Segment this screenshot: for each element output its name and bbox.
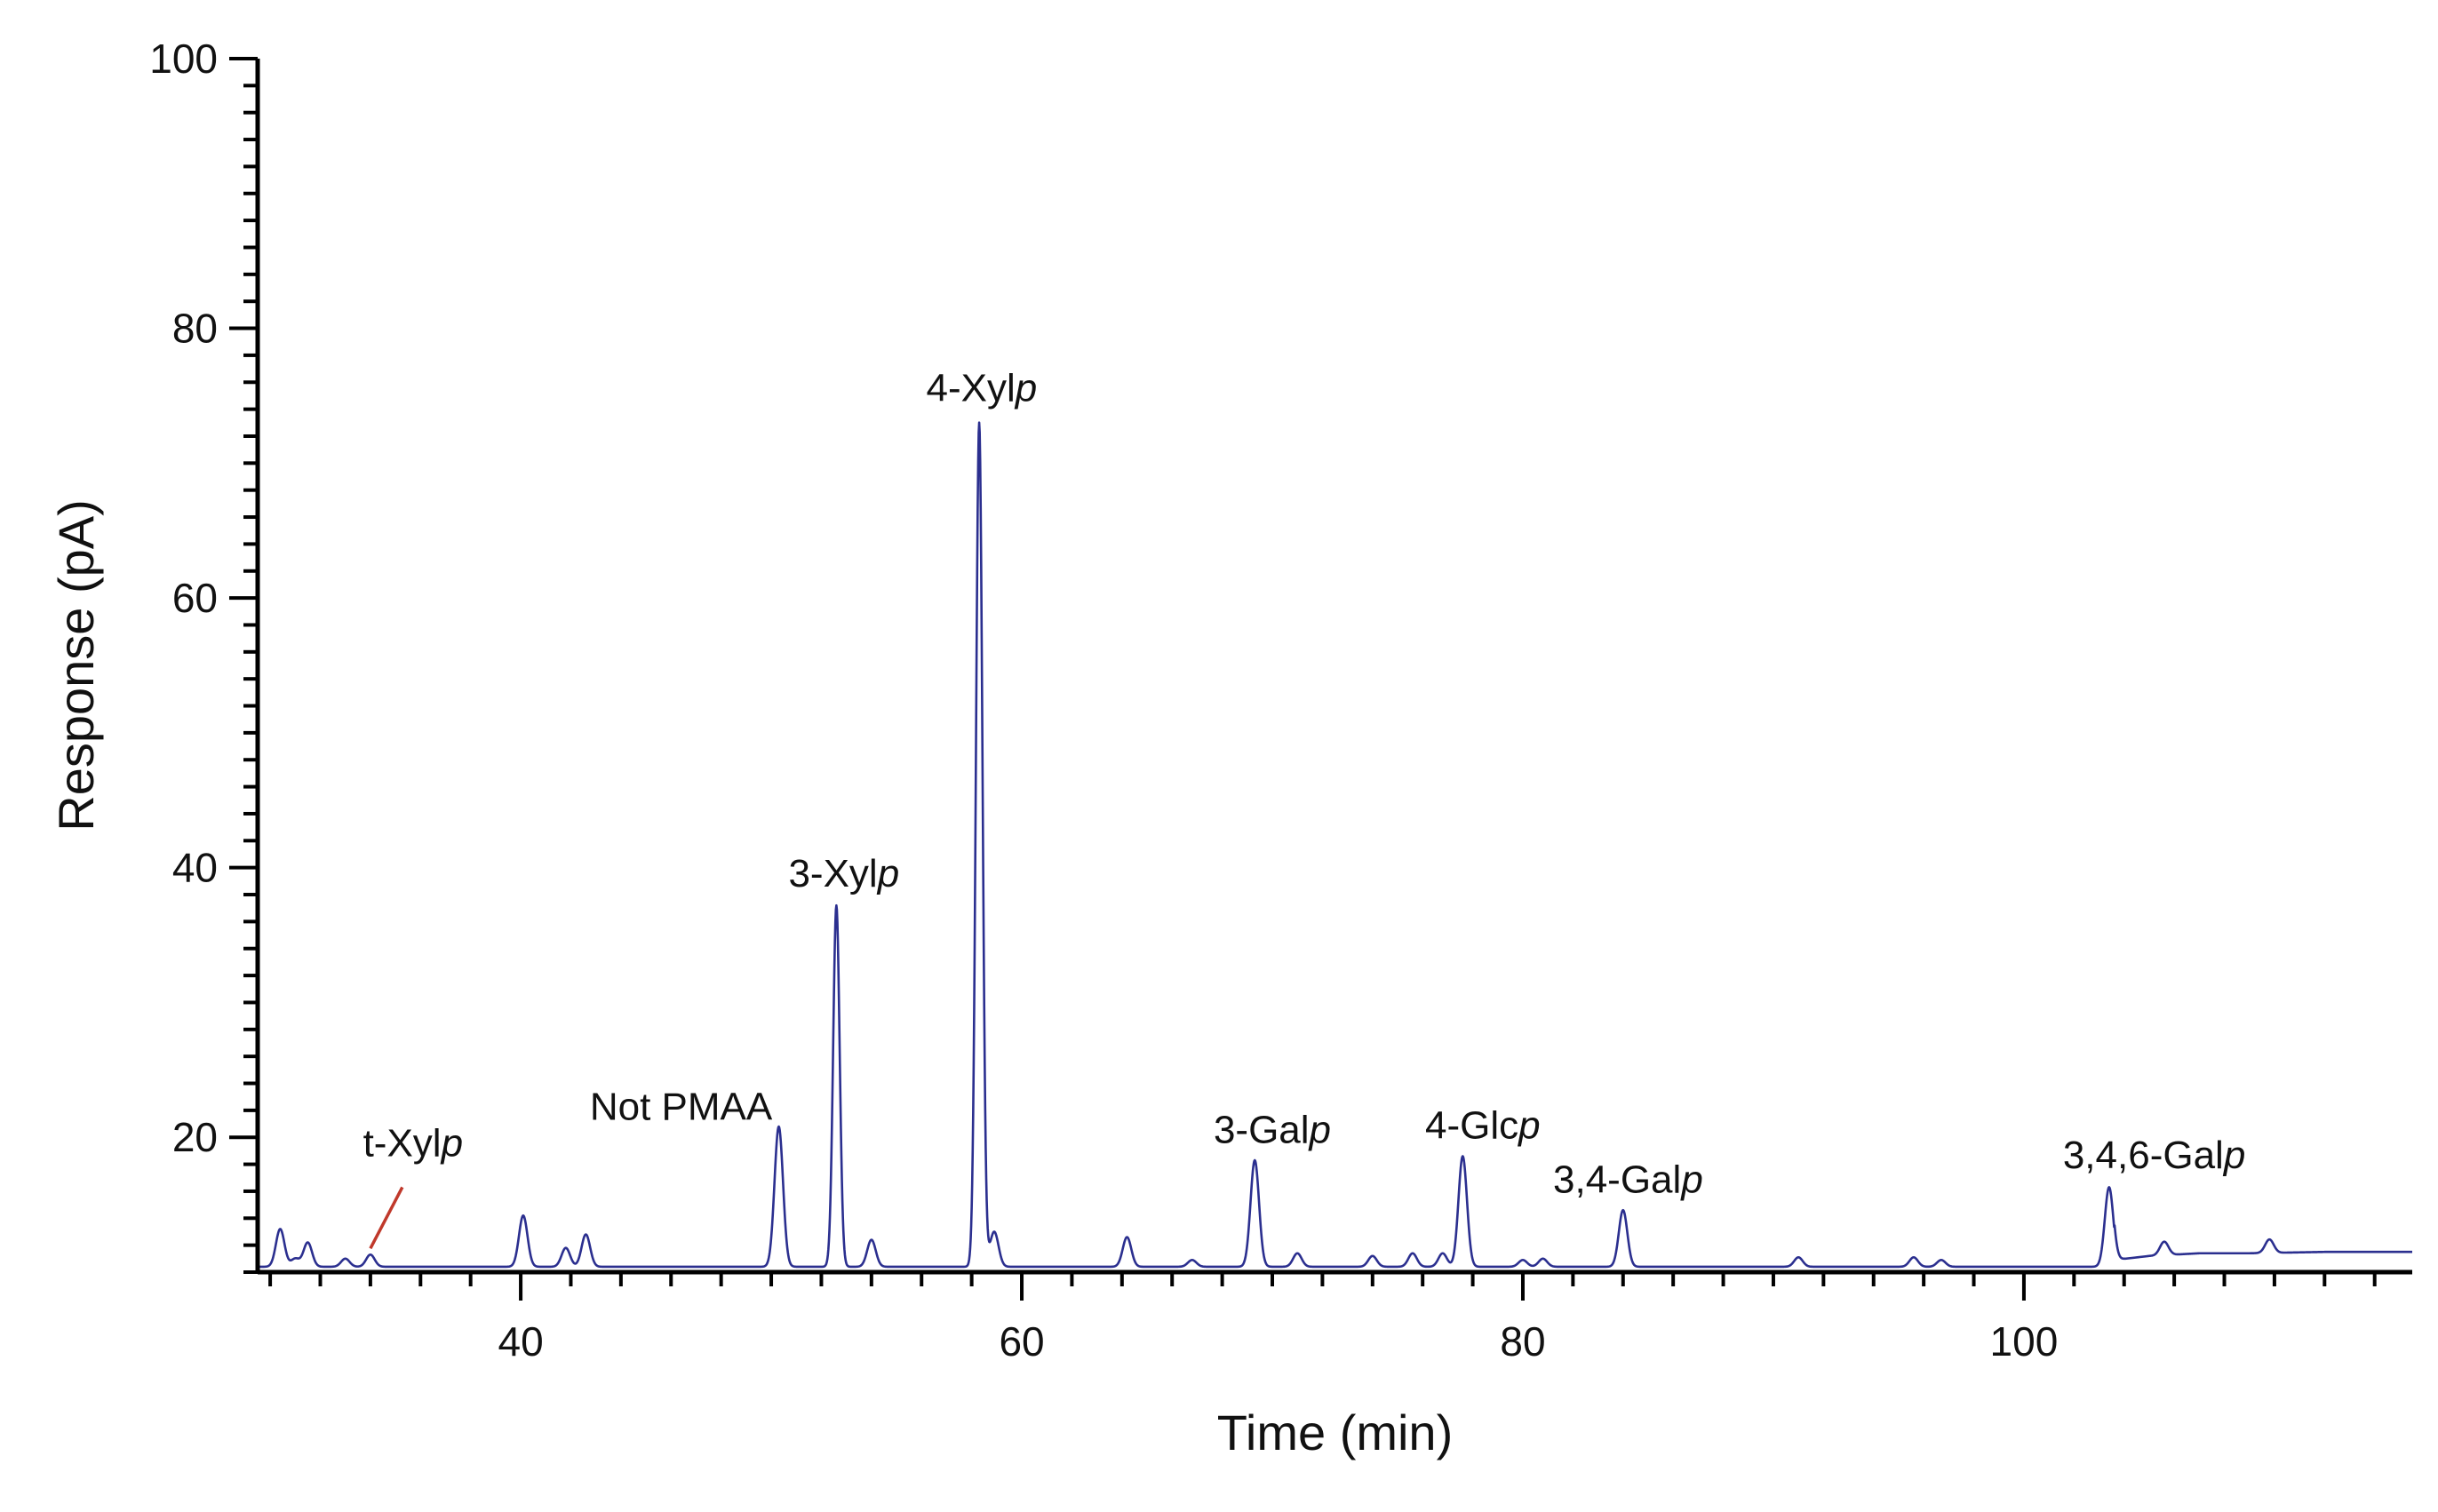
y-tick-label: 100 — [149, 36, 218, 82]
y-axis-title: Response (pA) — [48, 499, 104, 832]
x-axis-title: Time (min) — [1217, 1405, 1453, 1460]
peak-label: 3-Galp — [1214, 1108, 1331, 1151]
peak-label: 4-Xylp — [927, 367, 1038, 410]
peak-label: Not PMAA — [590, 1085, 773, 1128]
peak-label: 3,4-Galp — [1553, 1158, 1703, 1201]
peak-label: 3-Xylp — [788, 852, 899, 895]
y-tick-label: 80 — [172, 306, 218, 352]
y-axis: 20 40 60 80 100 — [149, 36, 260, 1274]
x-tick-label: 100 — [1990, 1318, 2059, 1365]
x-axis: 40 60 80 100 — [258, 1269, 2412, 1365]
chromatogram-trace — [257, 421, 2413, 1269]
peak-labels: t-Xylp Not PMAA 3-Xylp 4-Xylp 3-Galp 4-Glcp 3,… — [363, 367, 2246, 1202]
peak-label: t-Xylp — [363, 1121, 463, 1165]
x-tick-label: 60 — [999, 1318, 1044, 1365]
x-tick-label: 80 — [1500, 1318, 1545, 1365]
y-tick-label: 20 — [172, 1114, 218, 1160]
y-tick-label: 40 — [172, 845, 218, 891]
y-tick-label: 60 — [172, 575, 218, 621]
plot-area — [257, 421, 2413, 1269]
peak-label: 3,4,6-Galp — [2063, 1134, 2245, 1177]
t-xylp-pointer-line — [369, 1186, 404, 1250]
peak-label: 4-Glcp — [1425, 1104, 1541, 1148]
x-tick-label: 40 — [498, 1318, 543, 1365]
